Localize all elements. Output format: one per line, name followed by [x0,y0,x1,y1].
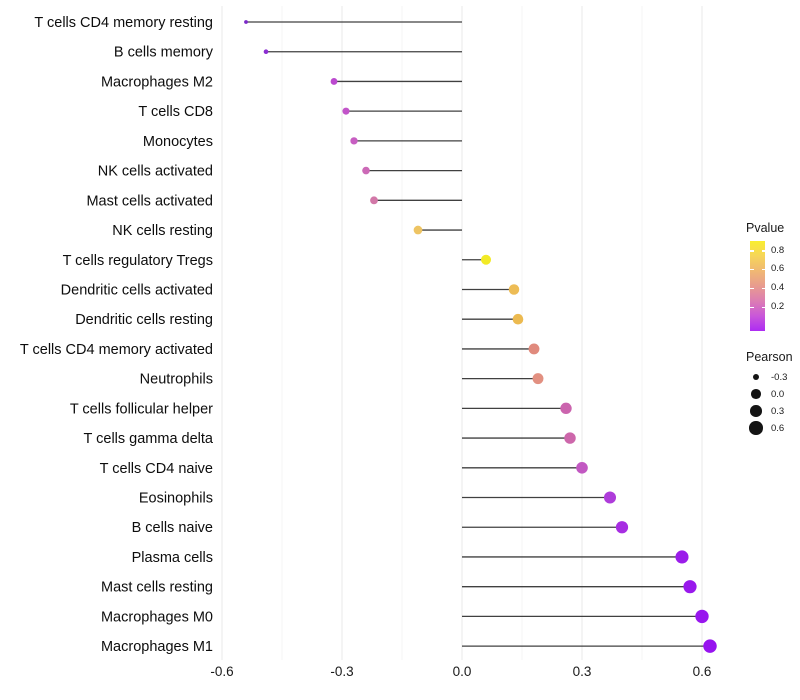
y-axis-category-label: T cells CD4 memory resting [34,15,213,31]
y-axis-category-label: Macrophages M2 [101,74,213,90]
y-axis-category-label: Monocytes [143,134,213,150]
pearson-legend-entry: 0.6 [746,419,800,437]
lollipop-dot [350,137,358,145]
x-axis-tick-label: 0.0 [453,664,472,679]
pearson-legend-dot-icon [749,421,763,435]
pearson-legend-entry-label: -0.3 [771,371,788,383]
y-axis-category-label: T cells CD4 naive [100,461,213,477]
lollipop-dot [564,432,576,444]
lollipop-dot [512,313,524,325]
pvalue-colorbar-tick-label: 0.6 [771,263,785,274]
pvalue-colorbar-tick-mark [761,287,765,290]
y-axis-category-label: Dendritic cells resting [75,312,213,328]
lollipop-dot [683,580,697,594]
lollipop-dot [480,254,492,265]
pearson-legend-entry: -0.3 [746,368,800,386]
y-axis-category-label: Dendritic cells activated [61,282,213,298]
y-axis-category-label: Eosinophils [139,491,213,507]
lollipop-dot [703,639,717,653]
y-axis-category-label: T cells CD8 [138,104,213,120]
y-axis-category-label: T cells regulatory Tregs [63,253,213,269]
lollipop-dot [370,196,378,205]
lollipop-dot [615,521,629,534]
lollipop-dot [342,107,350,115]
pvalue-legend-title: Pvalue [746,221,785,235]
x-axis-tick-label: 0.6 [693,664,712,679]
pvalue-colorbar-tick-label: 0.4 [771,282,785,293]
lollipop-dot [528,343,540,355]
lollipop-dot [413,225,423,235]
y-axis-category-label: T cells CD4 memory activated [20,342,213,358]
lollipop-dot [330,78,338,85]
pvalue-colorbar-tick-mark [761,250,765,252]
pvalue-colorbar-tick-mark [750,287,754,290]
lollipop-dot [362,166,370,175]
pearson-legend-dot-icon [751,389,761,399]
lollipop-dot [603,491,617,504]
y-axis-category-label: NK cells resting [112,223,213,239]
lollipop-dot [244,20,248,24]
y-axis-category-label: B cells naive [132,520,213,536]
pvalue-colorbar-tick-mark [761,268,765,271]
pvalue-colorbar-tick-mark [750,306,754,309]
pvalue-colorbar-tick-mark [750,268,754,271]
pearson-legend-title: Pearson [746,350,793,364]
lollipop-dot [576,461,588,474]
pearson-legend-entry: 0.3 [746,402,800,420]
x-axis-tick-label: -0.3 [330,664,353,679]
y-axis-category-label: Macrophages M0 [101,609,213,625]
y-axis-category-label: NK cells activated [98,164,213,180]
pearson-legend-dot-icon [752,373,760,381]
y-axis-category-label: Mast cells activated [86,193,213,209]
pearson-legend-dot-icon [750,405,762,417]
pvalue-colorbar [750,241,765,331]
pvalue-colorbar-tick-mark [761,306,765,309]
pvalue-colorbar-tick-mark [750,250,754,252]
y-axis-category-label: Plasma cells [132,550,213,566]
pearson-legend-entry-label: 0.3 [771,405,785,417]
y-axis-category-label: T cells gamma delta [84,431,214,447]
x-axis-tick-label: 0.3 [573,664,592,679]
lollipop-dot [263,49,269,55]
y-axis-category-label: Mast cells resting [101,580,213,596]
y-axis-category-label: Macrophages M1 [101,639,213,655]
pvalue-colorbar-tick-label: 0.8 [771,245,785,256]
pearson-legend-entry-label: 0.0 [771,388,785,400]
lollipop-dot [532,373,544,385]
lollipop-dot [695,609,709,624]
pvalue-colorbar-tick-label: 0.2 [771,301,785,312]
pearson-legend-entry-label: 0.6 [771,422,785,434]
x-axis-tick-label: -0.6 [210,664,233,679]
lollipop-dot [560,402,572,415]
y-axis-category-label: Neutrophils [140,372,213,388]
lollipop-dot [508,284,520,295]
y-axis-category-label: B cells memory [114,45,214,61]
lollipop-dot [675,550,689,564]
pearson-legend-entry: 0.0 [746,385,800,403]
y-axis-category-label: T cells follicular helper [70,401,213,417]
